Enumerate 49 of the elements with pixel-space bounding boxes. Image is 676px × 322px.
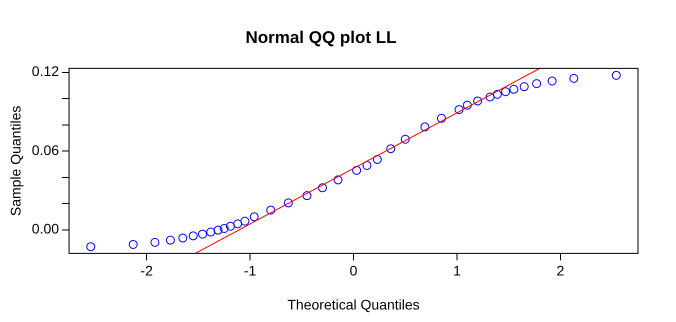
x-axis-title: Theoretical Quantiles [287,296,420,312]
point [436,114,446,123]
point [188,231,198,240]
point [473,96,482,106]
point [509,84,518,94]
y-tick-label: 0.00 [32,220,60,237]
point [612,70,621,80]
point [532,79,542,88]
point [86,242,96,252]
point [206,228,216,237]
point [198,230,207,239]
y-axis-title: Sample Quantiles [7,106,24,216]
point [128,240,138,249]
chart-title: Normal QQ plot LL [245,28,397,47]
point [386,144,396,154]
point [150,238,160,247]
y-tick-label: 0.06 [32,142,60,158]
x-tick-label: -1 [244,262,257,279]
point [486,92,495,102]
point [362,160,372,170]
point [220,224,229,233]
point [266,206,276,215]
point [400,134,410,144]
point [226,222,235,231]
point [548,76,557,86]
point [352,166,362,175]
point [166,236,175,245]
point [240,216,250,226]
point [501,87,510,96]
point [318,183,327,192]
point [462,100,472,110]
point [178,234,188,243]
x-tick-label: -2 [140,262,154,279]
point [492,90,502,99]
x-tick-label: 2 [556,262,565,279]
x-tick-label: 0 [350,262,358,279]
point [233,219,242,228]
point [569,74,578,83]
y-tick-label: 0.12 [32,63,60,80]
point [284,198,293,208]
point [302,191,312,200]
x-tick-label: 1 [453,262,462,279]
point [454,105,464,114]
point [334,175,343,184]
point [250,212,259,222]
point [372,154,382,164]
point [520,82,529,92]
point [420,122,430,132]
point [214,226,223,235]
